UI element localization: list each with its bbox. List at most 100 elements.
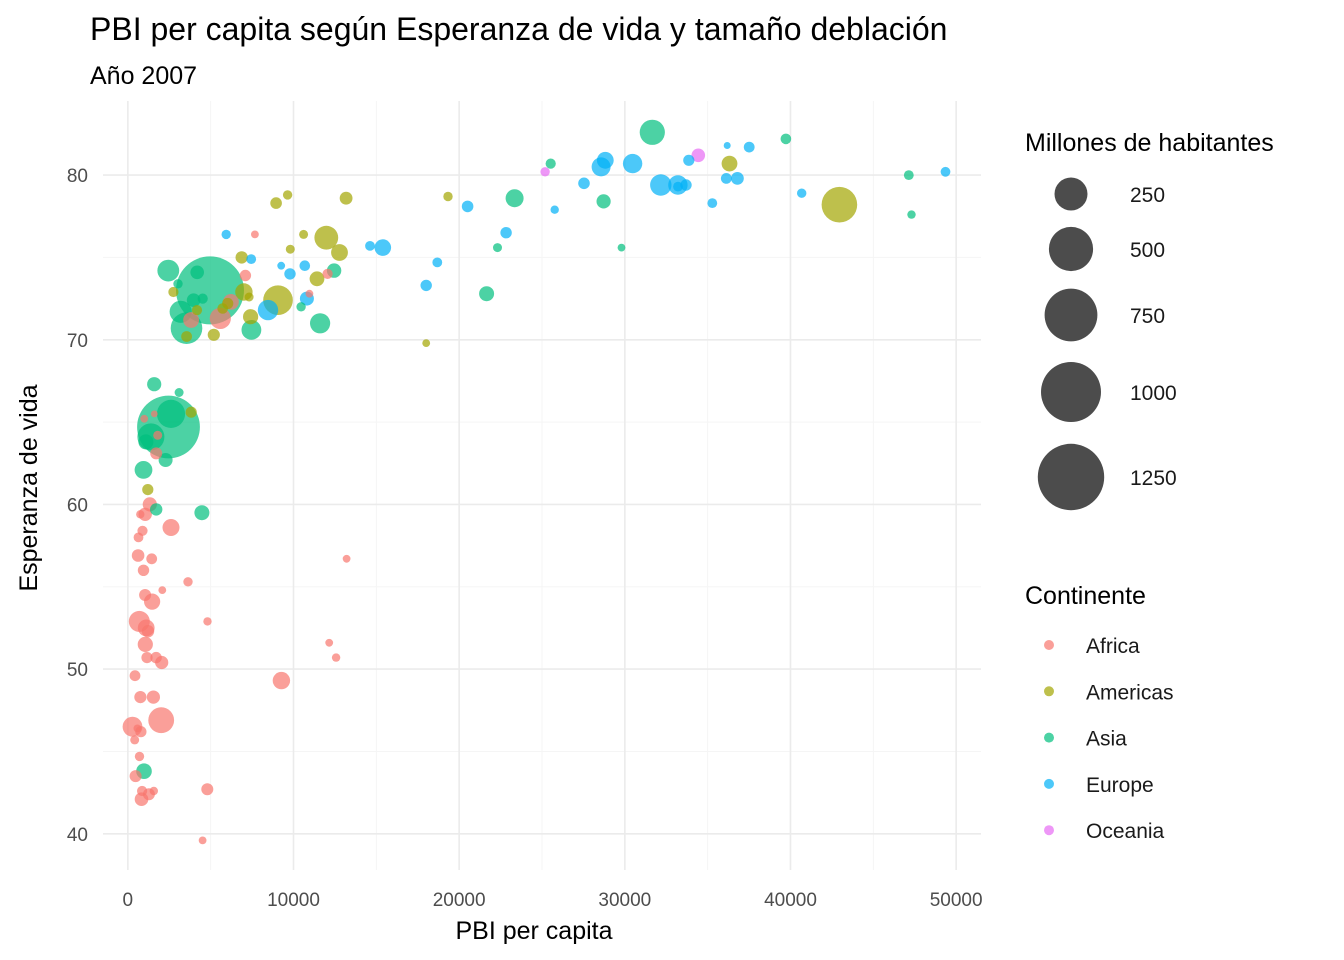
data-point-africa xyxy=(134,751,145,762)
data-point-africa xyxy=(150,651,162,664)
data-point-americas xyxy=(270,197,282,209)
data-point-americas xyxy=(821,186,858,223)
y-tick-label: 70 xyxy=(67,331,88,352)
data-point-europe xyxy=(578,177,590,190)
size-legend-key xyxy=(1041,362,1101,422)
data-point-europe xyxy=(550,205,559,214)
data-point-americas xyxy=(422,339,431,347)
size-legend: Millones de habitantes 250 500 750 1000 1250 xyxy=(1025,129,1274,511)
size-legend-label: 1000 xyxy=(1130,382,1177,405)
data-point-americas xyxy=(299,229,309,239)
data-point-asia xyxy=(194,505,210,521)
data-point-asia xyxy=(147,377,162,392)
data-point-africa xyxy=(129,770,142,783)
x-tick-label: 40000 xyxy=(764,890,817,911)
data-point-americas xyxy=(181,331,193,342)
data-point-africa xyxy=(162,519,180,536)
data-point-asia xyxy=(197,293,208,304)
data-point-americas xyxy=(217,303,228,314)
data-point-europe xyxy=(707,198,718,209)
data-point-asia xyxy=(596,194,611,209)
data-point-africa xyxy=(342,554,351,563)
data-point-americas xyxy=(443,191,453,202)
data-point-africa xyxy=(134,691,147,704)
data-point-asia xyxy=(310,313,331,334)
size-legend-label: 1250 xyxy=(1130,467,1177,490)
data-point-europe xyxy=(720,173,732,184)
data-point-europe xyxy=(797,188,807,198)
data-points xyxy=(122,119,951,845)
size-legend-key xyxy=(1037,443,1105,511)
data-point-americas xyxy=(142,484,154,496)
x-axis-title: PBI per capita xyxy=(455,917,612,945)
data-point-africa xyxy=(305,289,314,298)
size-legend-label: 250 xyxy=(1130,184,1165,207)
data-point-africa xyxy=(322,268,333,279)
color-legend-key-africa xyxy=(1044,640,1054,650)
x-tick-label: 0 xyxy=(123,890,134,911)
data-point-africa xyxy=(137,564,150,576)
data-point-europe xyxy=(299,260,311,272)
data-point-americas xyxy=(285,244,295,254)
data-point-americas xyxy=(244,292,254,302)
data-point-asia xyxy=(493,243,502,253)
size-legend-key xyxy=(1044,288,1098,342)
data-point-americas xyxy=(721,155,738,172)
data-point-asia xyxy=(186,293,201,308)
gridlines xyxy=(103,101,981,870)
data-point-asia xyxy=(903,170,914,181)
size-legend-key xyxy=(1048,226,1094,272)
data-point-oceania xyxy=(691,148,706,163)
y-tick-label: 50 xyxy=(67,660,88,681)
data-point-asia xyxy=(150,503,163,516)
data-point-asia xyxy=(134,461,153,479)
color-legend-label-asia: Asia xyxy=(1086,728,1127,751)
data-point-americas xyxy=(243,309,259,325)
data-point-asia xyxy=(907,210,916,219)
data-point-europe xyxy=(680,179,692,191)
data-point-asia xyxy=(505,189,524,208)
color-legend-key-europe xyxy=(1044,778,1054,789)
data-point-asia xyxy=(296,302,306,312)
data-point-oceania xyxy=(540,167,550,177)
data-point-asia xyxy=(174,388,184,397)
data-point-asia xyxy=(190,265,204,280)
data-point-americas xyxy=(191,305,203,316)
data-point-africa xyxy=(183,577,193,587)
color-legend-label-oceania: Oceania xyxy=(1086,820,1165,843)
data-point-europe xyxy=(673,181,683,192)
data-point-africa xyxy=(272,671,291,690)
data-point-africa xyxy=(201,783,214,796)
data-point-europe xyxy=(277,261,286,270)
data-point-europe xyxy=(432,257,443,268)
color-legend-key-asia xyxy=(1044,732,1054,743)
data-point-africa xyxy=(198,836,207,845)
color-legend-label-americas: Americas xyxy=(1086,681,1174,704)
x-tick-label: 50000 xyxy=(930,890,983,911)
data-point-americas xyxy=(235,251,248,264)
color-legend-title: Continente xyxy=(1025,582,1146,610)
data-point-asia xyxy=(158,453,173,467)
data-point-africa xyxy=(137,636,153,653)
data-point-africa xyxy=(331,653,341,662)
data-point-africa xyxy=(325,638,334,647)
x-tick-label: 10000 xyxy=(267,890,320,911)
data-point-americas xyxy=(185,406,197,418)
data-point-europe xyxy=(420,279,432,292)
data-point-europe xyxy=(374,239,392,256)
y-axis-ticks: 40 50 60 70 80 xyxy=(67,166,88,846)
size-legend-title: Millones de habitantes xyxy=(1025,129,1274,157)
data-point-europe xyxy=(500,227,512,239)
data-point-asia xyxy=(138,434,154,450)
data-point-europe xyxy=(940,166,951,177)
data-point-africa xyxy=(239,269,252,282)
data-point-africa xyxy=(137,785,148,797)
data-point-africa xyxy=(133,724,142,733)
data-point-asia xyxy=(156,399,186,428)
data-point-asia xyxy=(617,243,626,252)
x-axis-ticks: 0 10000 20000 30000 40000 50000 xyxy=(123,890,983,911)
data-point-africa xyxy=(131,549,145,562)
data-point-africa xyxy=(158,586,167,594)
data-point-europe xyxy=(596,151,614,169)
